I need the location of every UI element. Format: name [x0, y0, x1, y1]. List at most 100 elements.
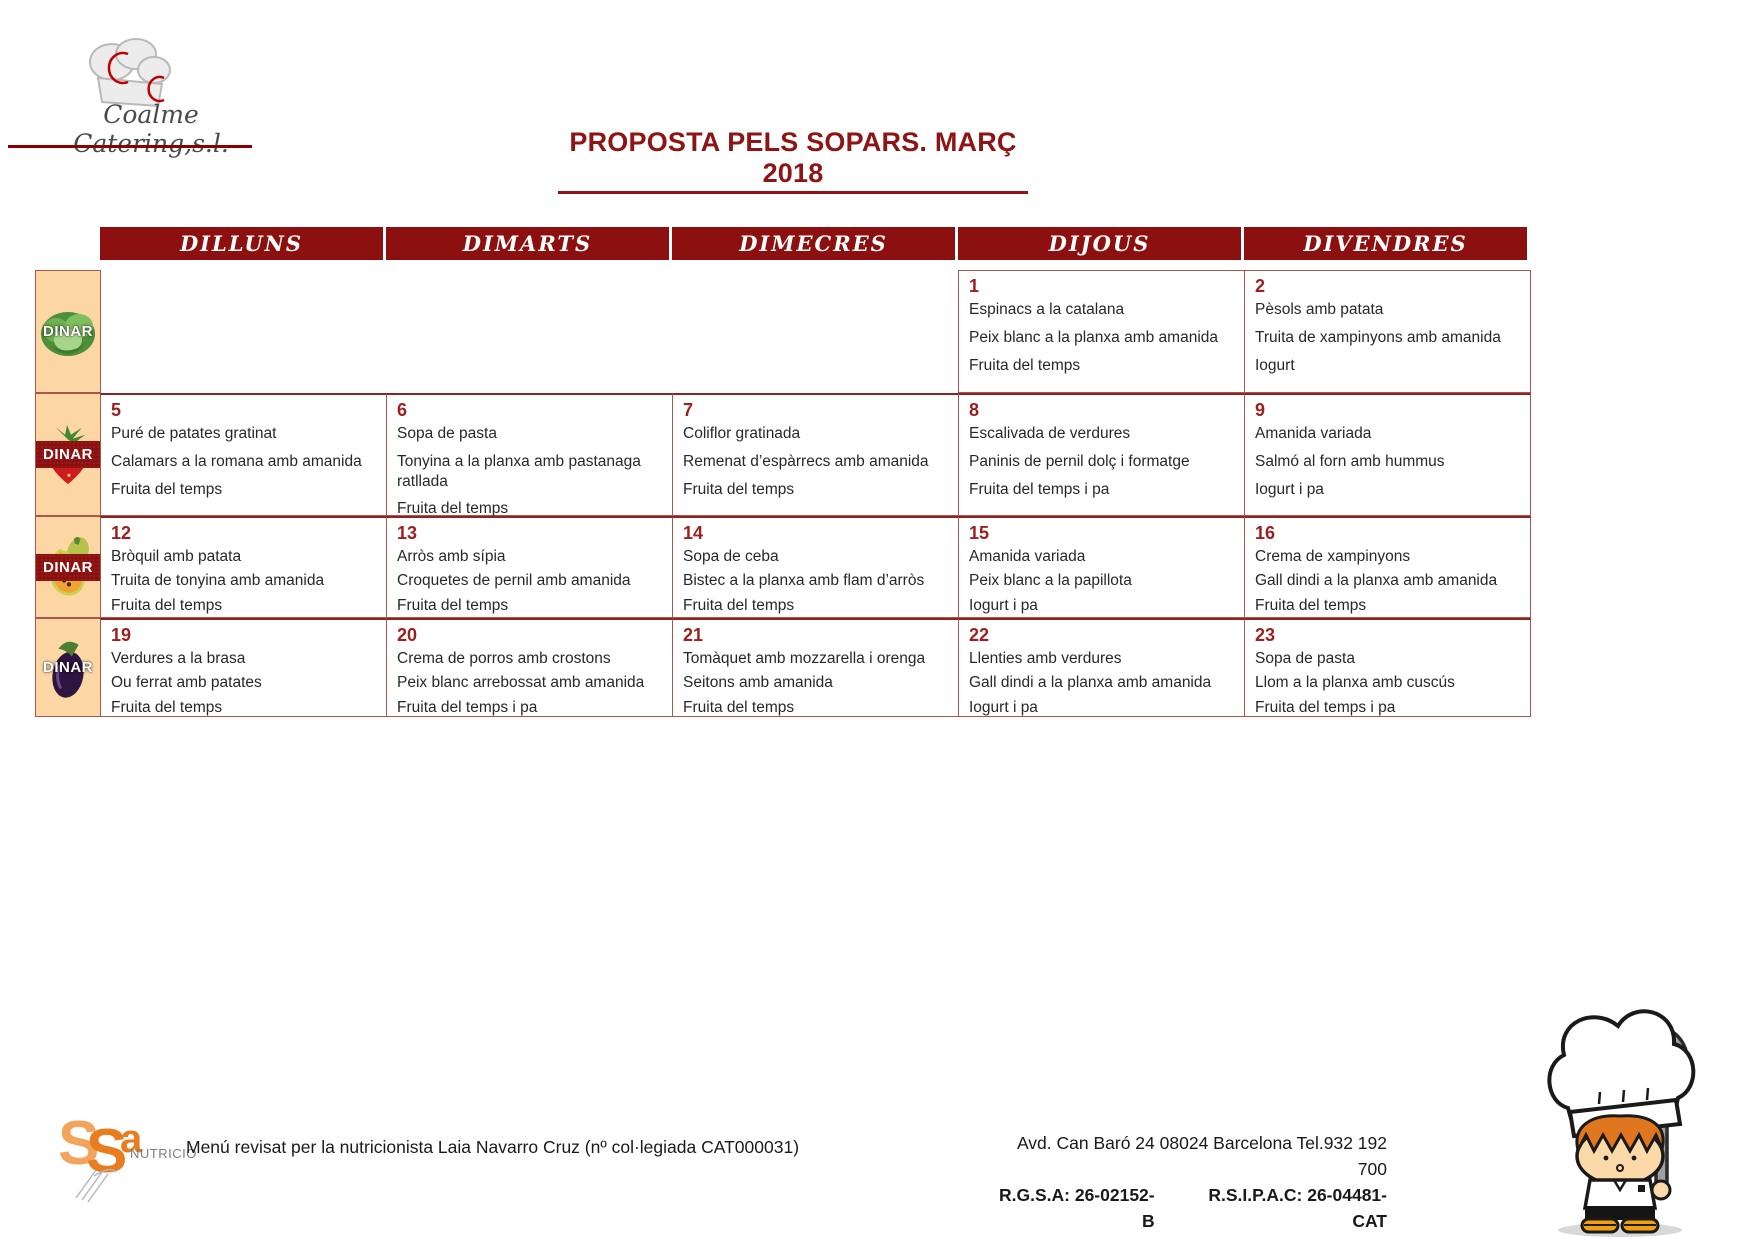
meal-label: DINAR [43, 323, 93, 340]
menu-item: Tonyina a la planxa amb pastanaga ratlla… [397, 452, 641, 490]
menu-item: Fruita del temps [111, 698, 223, 716]
menu-item: Crema de porros amb crostons [397, 650, 611, 667]
menu-item: Pèsols amb patata [1255, 301, 1384, 318]
menu-cell-day-9: 9 Amanida variada Salmó al forn amb humm… [1244, 393, 1531, 516]
menu-cell-day-6: 6 Sopa de pasta Tonyina a la planxa amb … [386, 393, 673, 518]
day-number: 12 [111, 523, 132, 543]
meal-row-strawberry: DINAR [35, 393, 101, 516]
nutrition-logo-icon: S S a [58, 1109, 143, 1203]
registry-rsipac: R.S.I.P.A.C: 26-04481-CAT [1208, 1185, 1387, 1231]
menu-item: Bistec a la planxa amb flam d’arròs [683, 572, 925, 590]
menu-item: Fruita del temps [111, 596, 223, 614]
menu-item: Croquetes de pernil amb amanida [397, 572, 631, 590]
menu-cell-day-14: 14 Sopa de ceba Bistec a la planxa amb f… [672, 516, 959, 618]
address-line: Avd. Can Baró 24 08024 Barcelona Tel.932… [1016, 1133, 1387, 1179]
menu-item: Fruita del temps [683, 596, 795, 614]
menu-item: Coliflor gratinada [683, 425, 801, 442]
menu-item: Iogurt i pa [969, 596, 1038, 614]
day-number: 21 [683, 625, 704, 645]
menu-cell-day-7: 7 Coliflor gratinada Remenat d’espàrrecs… [672, 393, 959, 516]
day-number: 9 [1255, 400, 1266, 420]
menu-item: Puré de patates gratinat [111, 425, 277, 442]
brand-name: Coalme Catering,s.l. [73, 100, 229, 158]
menu-cell-day-13: 13 Arròs amb sípia Croquetes de pernil a… [386, 516, 673, 618]
day-header-dijous: DIJOUS [958, 227, 1241, 260]
menu-item: Escalivada de verdures [969, 425, 1131, 442]
menu-cell-day-22: 22 Llenties amb verdures Gall dindi a la… [958, 618, 1245, 717]
menu-item: Calamars a la romana amb amanida [111, 452, 362, 470]
day-number: 2 [1255, 276, 1266, 296]
menu-cell-day-19: 19 Verdures a la brasa Ou ferrat amb pat… [100, 618, 387, 717]
menu-item: Fruita del temps [397, 596, 509, 614]
menu-item: Fruita del temps [1255, 596, 1367, 614]
day-number: 22 [969, 625, 990, 645]
meal-row-eggplant: DINAR [35, 618, 101, 717]
menu-item: Sopa de ceba [683, 548, 779, 565]
day-number: 19 [111, 625, 132, 645]
menu-item: Iogurt [1255, 356, 1295, 374]
page-title: PROPOSTA PELS SOPARS. MARÇ 2018 [558, 127, 1028, 194]
day-number: 23 [1255, 625, 1276, 645]
menu-item: Verdures a la brasa [111, 650, 246, 667]
menu-item: Fruita del temps i pa [969, 480, 1110, 498]
menu-item: Llenties amb verdures [969, 650, 1122, 667]
nutrition-logo-label: NUTRICIÓ [130, 1146, 197, 1161]
menu-item: Salmó al forn amb hummus [1255, 452, 1445, 470]
day-header-divendres: DIVENDRES [1244, 227, 1527, 260]
menu-cell-day-12: 12 Bròquil amb patata Truita de tonyina … [100, 516, 387, 618]
menu-item: Ou ferrat amb patates [111, 674, 262, 692]
menu-item: Peix blanc a la planxa amb amanida [969, 328, 1219, 346]
menu-item: Tomàquet amb mozzarella i orenga [683, 650, 926, 667]
menu-cell-day-2: 2 Pèsols amb patata Truita de xampinyons… [1244, 270, 1531, 393]
menu-cell-day-20: 20 Crema de porros amb crostons Peix bla… [386, 618, 673, 717]
day-number: 14 [683, 523, 704, 543]
day-number: 7 [683, 400, 694, 420]
meal-row-lettuce: DINAR [35, 270, 101, 393]
day-number: 13 [397, 523, 418, 543]
day-number: 6 [397, 400, 408, 420]
day-number: 16 [1255, 523, 1276, 543]
day-header-dimecres: DIMECRES [672, 227, 955, 260]
menu-item: Llom a la planxa amb cuscús [1255, 674, 1455, 692]
menu-item: Remenat d’espàrrecs amb amanida [683, 452, 929, 470]
menu-cell-day-8: 8 Escalivada de verdures Paninis de pern… [958, 393, 1245, 516]
chef-mascot-icon [1547, 1009, 1696, 1237]
nutritionist-note: Menú revisat per la nutricionista Laia N… [186, 1137, 800, 1157]
menu-item: Fruita del temps i pa [397, 698, 538, 716]
menu-cell-day-15: 15 Amanida variada Peix blanc a la papil… [958, 516, 1245, 618]
menu-cell-day-21: 21 Tomàquet amb mozzarella i orenga Seit… [672, 618, 959, 717]
menu-item: Fruita del temps [111, 480, 223, 498]
menu-item: Sopa de pasta [1255, 650, 1355, 667]
day-number: 8 [969, 400, 980, 420]
day-number: 15 [969, 523, 990, 543]
day-header-dilluns: DILLUNS [100, 227, 383, 260]
menu-item: Paninis de pernil dolç i formatge [969, 452, 1190, 470]
day-number: 1 [969, 276, 980, 296]
menu-item: Truita de tonyina amb amanida [111, 572, 325, 590]
menu-item: Fruita del temps [683, 480, 795, 498]
lettuce-icon [41, 311, 95, 356]
day-number: 5 [111, 400, 122, 420]
brand-underline [8, 145, 252, 148]
menu-item: Truita de xampinyons amb amanida [1255, 328, 1501, 346]
menu-cell-day-16: 16 Crema de xampinyons Gall dindi a la p… [1244, 516, 1531, 618]
menu-item: Espinacs a la catalana [969, 301, 1125, 318]
menu-item: Fruita del temps [397, 500, 509, 518]
menu-item: Fruita del temps [969, 356, 1081, 374]
chef-hat-logo-icon [89, 38, 171, 108]
meal-label: DINAR [43, 659, 93, 676]
registry-line: R.G.S.A: 26-02152-B R.S.I.P.A.C: 26-0448… [995, 1182, 1387, 1234]
menu-item: Amanida variada [969, 548, 1086, 565]
menu-item: Fruita del temps i pa [1255, 698, 1396, 716]
menu-cell-day-23: 23 Sopa de pasta Llom a la planxa amb cu… [1244, 618, 1531, 717]
registry-rgsa: R.G.S.A: 26-02152-B [999, 1185, 1155, 1231]
meal-label: DINAR [36, 441, 100, 468]
meal-label: DINAR [36, 553, 100, 581]
address-block: Avd. Can Baró 24 08024 Barcelona Tel.932… [995, 1130, 1387, 1234]
menu-item: Peix blanc arrebossat amb amanida [397, 674, 645, 692]
day-header-dimarts: DIMARTS [386, 227, 669, 260]
meal-row-papaya: DINAR [35, 516, 101, 618]
menu-item: Seitons amb amanida [683, 674, 833, 692]
menu-item: Gall dindi a la planxa amb amanida [1255, 572, 1498, 590]
menu-item: Arròs amb sípia [397, 548, 506, 565]
